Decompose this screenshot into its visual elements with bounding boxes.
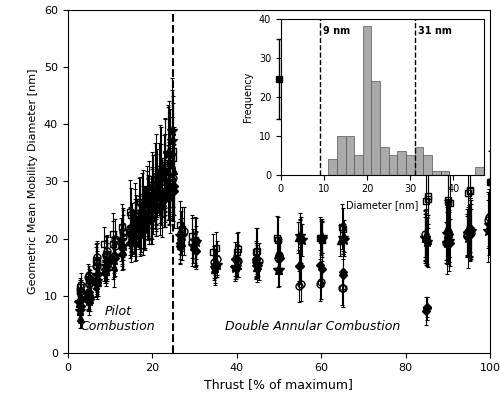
X-axis label: Thrust [% of maximum]: Thrust [% of maximum] <box>204 378 353 391</box>
Y-axis label: Geometric Mean Mobility Diameter [nm]: Geometric Mean Mobility Diameter [nm] <box>28 69 38 294</box>
Text: Pilot
Combustion: Pilot Combustion <box>81 305 156 333</box>
Text: Double Annular Combustion: Double Annular Combustion <box>225 320 400 333</box>
